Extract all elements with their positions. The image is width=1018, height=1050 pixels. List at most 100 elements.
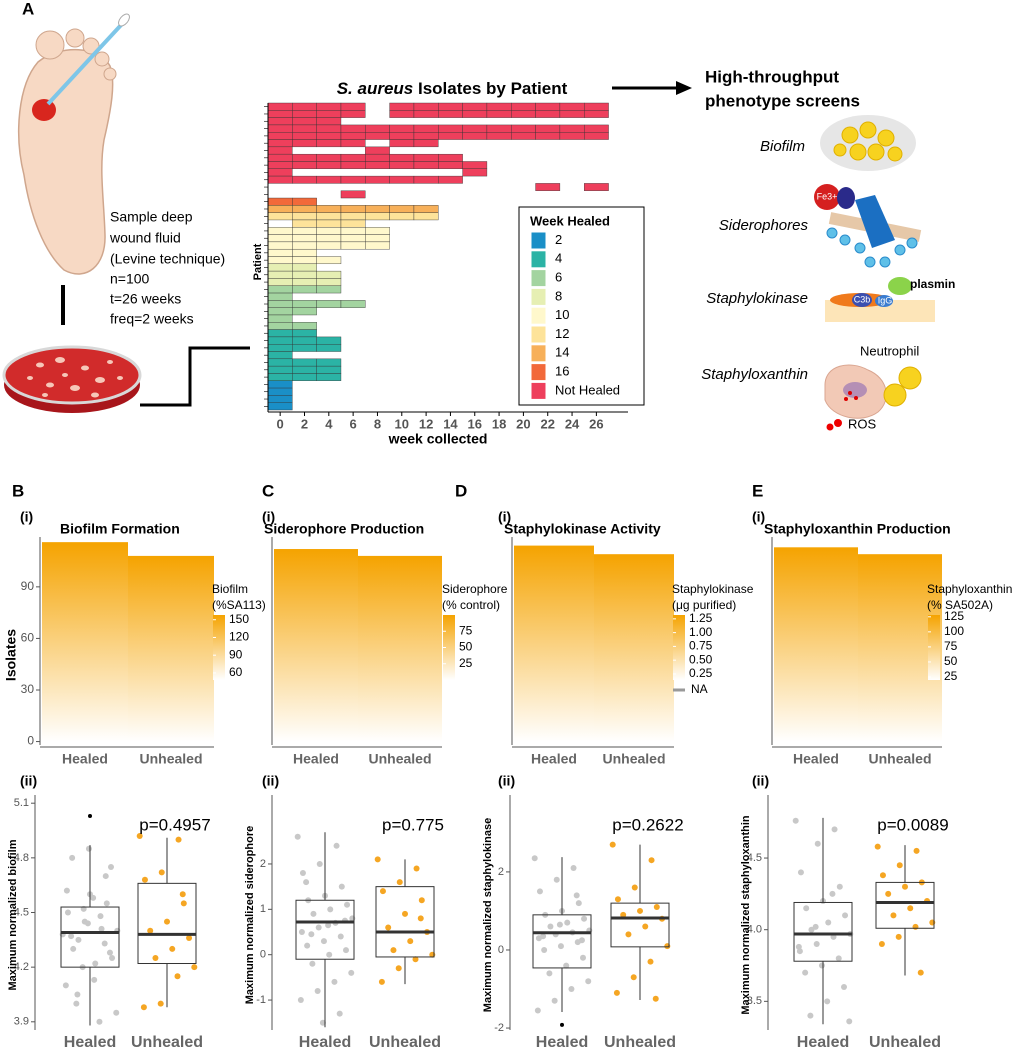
isolate-cell (316, 175, 342, 184)
isolate-cell (365, 241, 390, 250)
isolate-cell (316, 241, 342, 250)
heatmap-bar (42, 542, 128, 742)
isolate-cell (462, 132, 488, 140)
p-value: p=0.775 (382, 815, 444, 834)
data-point (326, 951, 333, 958)
p-value: p=0.2622 (612, 815, 683, 834)
data-point (564, 919, 571, 926)
data-point (620, 911, 627, 918)
y-axis-label: Maximum normalized biofilm (7, 839, 19, 990)
isolate-cell (267, 300, 293, 308)
data-point (333, 842, 340, 849)
isolate-cell (316, 270, 342, 279)
sample-line: wound fluid (109, 230, 181, 246)
timeline-title: S. aureus Isolates by Patient (337, 79, 568, 98)
data-point (578, 937, 585, 944)
isolate-cell (267, 263, 293, 272)
data-point (108, 863, 114, 870)
isolate-cell (267, 205, 293, 213)
data-point (70, 945, 77, 952)
isolate-cell (486, 132, 512, 140)
x-tick-label: Unhealed (868, 751, 931, 767)
isolate-cell (365, 175, 390, 184)
data-point (343, 947, 349, 954)
sample-line: n=100 (110, 271, 150, 287)
isolate-cell (267, 161, 293, 169)
isolate-cell (438, 102, 463, 111)
data-point (556, 921, 563, 928)
isolate-cell (292, 344, 317, 352)
isolate-cell (316, 124, 342, 133)
isolate-cell (365, 161, 390, 169)
isolate-cell (292, 102, 317, 111)
isolate-cell (292, 227, 317, 235)
isolate-cell (267, 307, 293, 316)
data-point (319, 1019, 326, 1026)
isolate-cell (267, 365, 293, 374)
x-tick-label: Unhealed (139, 751, 202, 767)
isolate-cell (413, 161, 439, 169)
isolate-cell (389, 102, 415, 111)
isolate-cell (511, 132, 536, 140)
screen-label: Siderophores (719, 217, 809, 234)
isolate-cell (292, 373, 317, 381)
isolate-cell (316, 256, 342, 265)
data-point (374, 856, 381, 863)
data-point (546, 970, 553, 977)
y-tick-label: 0 (260, 949, 266, 961)
data-point (413, 865, 420, 872)
panel-label: C (262, 481, 274, 500)
colorbar-label: 60 (229, 665, 243, 679)
data-point (395, 965, 402, 972)
box (610, 902, 670, 948)
isolate-cell (462, 161, 488, 169)
isolate-cell (267, 336, 293, 345)
x-tick-label: 20 (516, 416, 530, 431)
isolate-cell (292, 234, 317, 243)
x-tick-label: 4 (325, 416, 333, 431)
x-tick-label: 12 (419, 416, 433, 431)
isolate-cell (292, 263, 317, 272)
data-point (91, 976, 98, 983)
data-point (647, 958, 654, 965)
sample-line: Sample deep (110, 209, 193, 225)
heatmap-title: Siderophore Production (264, 521, 424, 537)
data-point (614, 896, 621, 903)
isolate-cell (292, 329, 317, 338)
data-point (113, 1009, 120, 1016)
isolate-cell (316, 336, 342, 345)
isolate-cell (340, 241, 366, 250)
data-point (337, 933, 344, 940)
data-point (174, 973, 181, 980)
y-tick-label: -1 (256, 994, 266, 1006)
data-point (310, 910, 317, 917)
isolate-cell (267, 212, 293, 221)
data-point (895, 933, 902, 940)
isolate-cell (340, 153, 366, 162)
legend-label: 10 (555, 307, 569, 322)
y-tick-label: 5.1 (14, 797, 29, 809)
screens-title: phenotype screens (705, 91, 860, 110)
isolate-cell (340, 110, 366, 118)
data-point (824, 998, 831, 1005)
isolate-cell (316, 278, 342, 286)
sublabel: (ii) (752, 773, 769, 789)
data-point (175, 836, 182, 843)
legend-label: 8 (555, 288, 562, 303)
y-tick-label: 60 (21, 631, 35, 645)
isolate-cell (389, 139, 415, 148)
data-point (803, 905, 810, 912)
data-point (418, 897, 425, 904)
data-point (841, 984, 847, 991)
isolate-cell (292, 219, 317, 228)
isolate-cell (316, 153, 342, 162)
icon-label: Neutrophil (860, 343, 919, 358)
sublabel: (i) (752, 509, 765, 525)
colorbar-label: 25 (459, 656, 473, 670)
heatmap-bar (274, 549, 358, 742)
isolate-cell (413, 212, 439, 221)
sample-line: t=26 weeks (110, 291, 181, 307)
heatmap-title: Staphyloxanthin Production (764, 521, 951, 537)
isolate-cell (365, 124, 390, 133)
x-tick-label: 16 (468, 416, 482, 431)
